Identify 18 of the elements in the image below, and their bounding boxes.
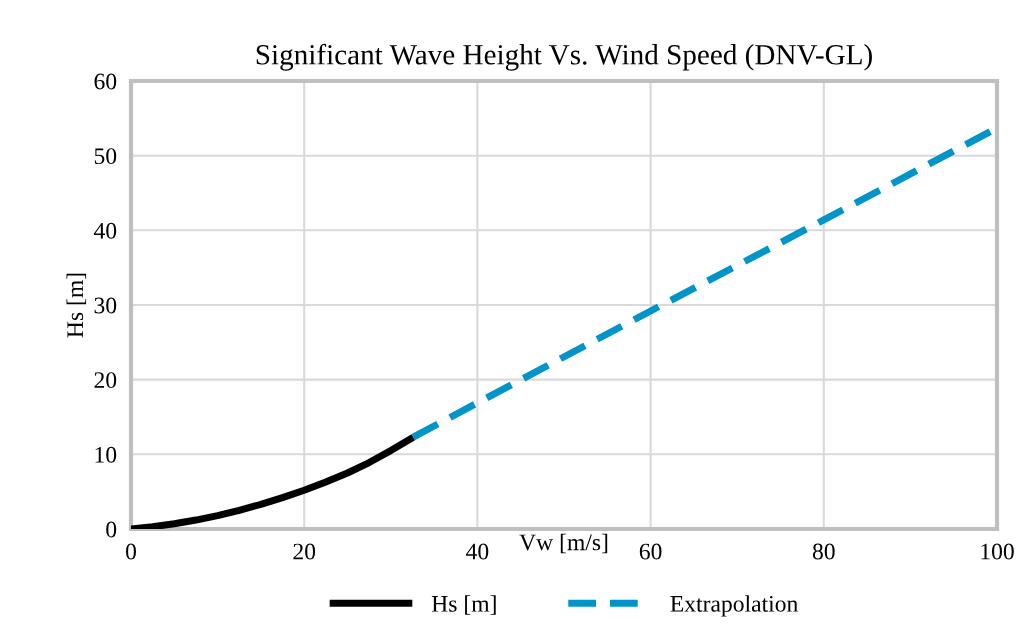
x-tick-label: 100 xyxy=(981,543,1014,560)
y-axis-title: Hs [m] xyxy=(66,273,87,338)
y-tick-label: 30 xyxy=(94,297,117,314)
y-tick-label: 10 xyxy=(95,446,117,463)
x-tick-label: 80 xyxy=(812,543,835,560)
x-tick-label: 40 xyxy=(466,543,489,560)
x-tick-label: 60 xyxy=(639,543,662,560)
y-tick-label: 40 xyxy=(93,222,117,239)
legend-label: Hs [m] xyxy=(431,595,496,615)
x-tick-label: 0 xyxy=(126,543,136,560)
x-axis-title: Vw [m/s] xyxy=(519,533,608,554)
y-tick-label: 50 xyxy=(94,148,117,165)
y-tick-label: 20 xyxy=(94,372,117,389)
legend-label: Extrapolation xyxy=(670,595,798,617)
y-tick-label: 0 xyxy=(106,521,117,538)
x-tick-label: 20 xyxy=(293,543,316,560)
y-tick-label: 60 xyxy=(94,73,117,90)
chart-title: Significant Wave Height Vs. Wind Speed (DNV-GL) xyxy=(256,43,872,71)
